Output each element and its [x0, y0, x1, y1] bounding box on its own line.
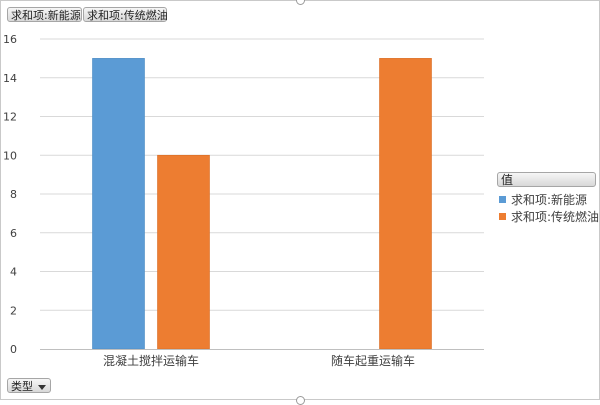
axis-field-label: 类型: [11, 380, 33, 393]
value-field-button-new-energy[interactable]: 求和项:新能源: [7, 7, 82, 22]
legend-label: 求和项:传统燃油: [511, 210, 600, 224]
legend-header-label: 值: [501, 173, 514, 187]
axis-field-button-type[interactable]: 类型: [7, 378, 51, 393]
y-tick-label: 6: [10, 227, 17, 240]
bar-new-energy: [92, 58, 145, 350]
bar-fuel: [379, 58, 432, 350]
y-tick-label: 0: [10, 343, 17, 356]
legend-swatch-new-energy: [499, 196, 506, 203]
y-tick-label: 2: [10, 304, 17, 317]
legend-label: 求和项:新能源: [511, 193, 588, 207]
resize-handle-top[interactable]: [296, 0, 305, 5]
y-tick-label: 8: [10, 188, 17, 201]
y-tick-label: 14: [3, 72, 17, 85]
y-tick-label: 10: [3, 149, 17, 162]
dropdown-arrow-icon: [38, 384, 46, 390]
y-tick-label: 12: [3, 111, 17, 124]
bar-fuel: [157, 154, 210, 350]
y-tick-label: 16: [3, 33, 17, 46]
legend-field-button-values[interactable]: 值: [497, 172, 596, 187]
x-tick-label: 随车起重运输车: [331, 353, 415, 368]
value-field-button-fuel[interactable]: 求和项:传统燃油: [83, 7, 168, 22]
legend-item-fuel[interactable]: 求和项:传统燃油: [499, 210, 599, 224]
x-tick-label: 混凝土搅拌运输车: [103, 353, 199, 368]
y-tick-label: 4: [10, 266, 17, 279]
legend-item-new-energy[interactable]: 求和项:新能源: [499, 193, 587, 207]
legend-swatch-fuel: [499, 213, 506, 220]
